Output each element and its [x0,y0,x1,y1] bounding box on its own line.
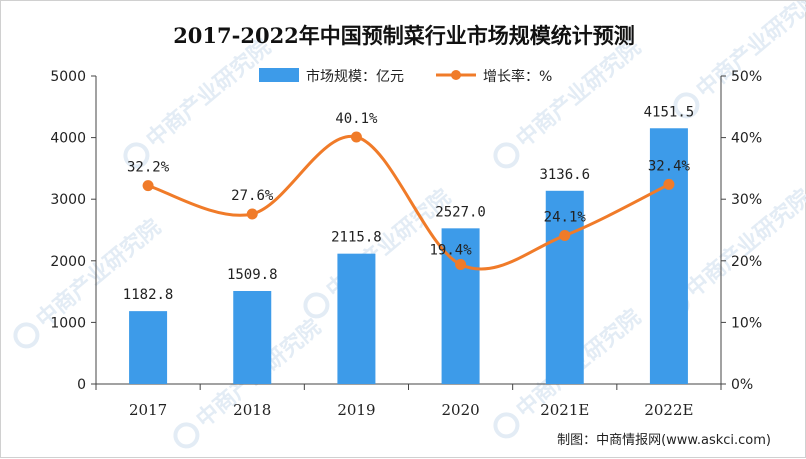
line-series [142,131,675,271]
line-point [663,178,675,190]
y-right-tick-label: 20% [731,254,762,270]
y-right-tick-label: 40% [731,131,762,147]
x-tick-label: 2018 [233,401,271,419]
bar-value-label: 2115.8 [331,230,382,246]
y-right-tick-label: 30% [731,192,762,208]
bar-value-label: 3136.6 [539,167,590,183]
bar [337,253,376,384]
growth-rate-line [147,134,670,271]
watermark-logo-icon [493,142,520,169]
line-point [559,230,571,242]
watermark-logo-icon [673,92,700,119]
y-right-tick-label: 10% [731,315,762,331]
bar-series [129,128,688,384]
line-value-label: 32.2% [127,160,170,176]
y-left-tick-label: 1000 [50,315,86,331]
line-point [455,258,467,270]
watermark-text: 中商产业研究院 [511,34,646,153]
legend-bar-swatch [259,68,299,82]
watermark: 中商产业研究院 [123,34,276,169]
line-value-label: 32.4% [648,158,691,174]
watermark-logo-icon [123,142,150,169]
axes: 0 1000 2000 3000 4000 5000 0% 10% 20% 30% 40% 50% 20… [50,69,762,419]
watermark-logo-icon [303,292,330,319]
data-labels: 1182.8 1509.8 2115.8 2527.0 3136.6 4151.5 32.2… [123,104,694,303]
line-value-label: 19.4% [430,242,473,258]
y-left-tick-label: 5000 [50,69,86,85]
watermark-logo-icon [493,412,520,439]
bar [545,190,584,384]
bar [233,290,272,384]
chart-title: 2017-2022年中国预制菜行业市场规模统计预测 [173,23,635,48]
x-tick-label: 2021E [540,401,589,419]
watermark-logo-icon [13,322,40,349]
y-left-tick-label: 3000 [50,192,86,208]
line-value-label: 40.1% [335,111,378,127]
legend: 市场规模：亿元 增长率：% [259,68,552,85]
x-tick-label: 2019 [337,401,375,419]
x-tick-label: 2020 [441,401,479,419]
y-left-tick-label: 0 [77,377,86,393]
watermark-text: 中商产业研究院 [141,34,276,153]
line-point [350,131,362,143]
bar-value-label: 1509.8 [227,267,278,283]
y-left-tick-label: 2000 [50,254,86,270]
y-right-tick-label: 50% [731,69,762,85]
bar-value-label: 1182.8 [123,287,174,303]
bar-value-label: 2527.0 [435,204,486,220]
line-point [246,208,258,220]
bar-value-label: 4151.5 [644,104,695,120]
line-point [142,180,154,192]
y-left-tick-label: 4000 [50,131,86,147]
watermark: 中商产业研究院 [493,34,646,169]
y-right-tick-label: 0% [731,377,753,393]
x-tick-label: 2022E [644,401,693,419]
watermark-text: 中商产业研究院 [691,1,806,103]
line-value-label: 27.6% [231,188,274,204]
legend-line-marker [451,70,461,80]
x-tick-label: 2017 [129,401,167,419]
bar [129,311,168,384]
legend-line-label: 增长率：% [483,68,552,85]
bar [649,128,688,384]
source-note: 制图：中商情报网(www.askci.com) [557,433,771,448]
legend-bar-label: 市场规模：亿元 [306,68,404,85]
watermark-logo-icon [173,422,200,449]
line-value-label: 24.1% [544,210,587,226]
